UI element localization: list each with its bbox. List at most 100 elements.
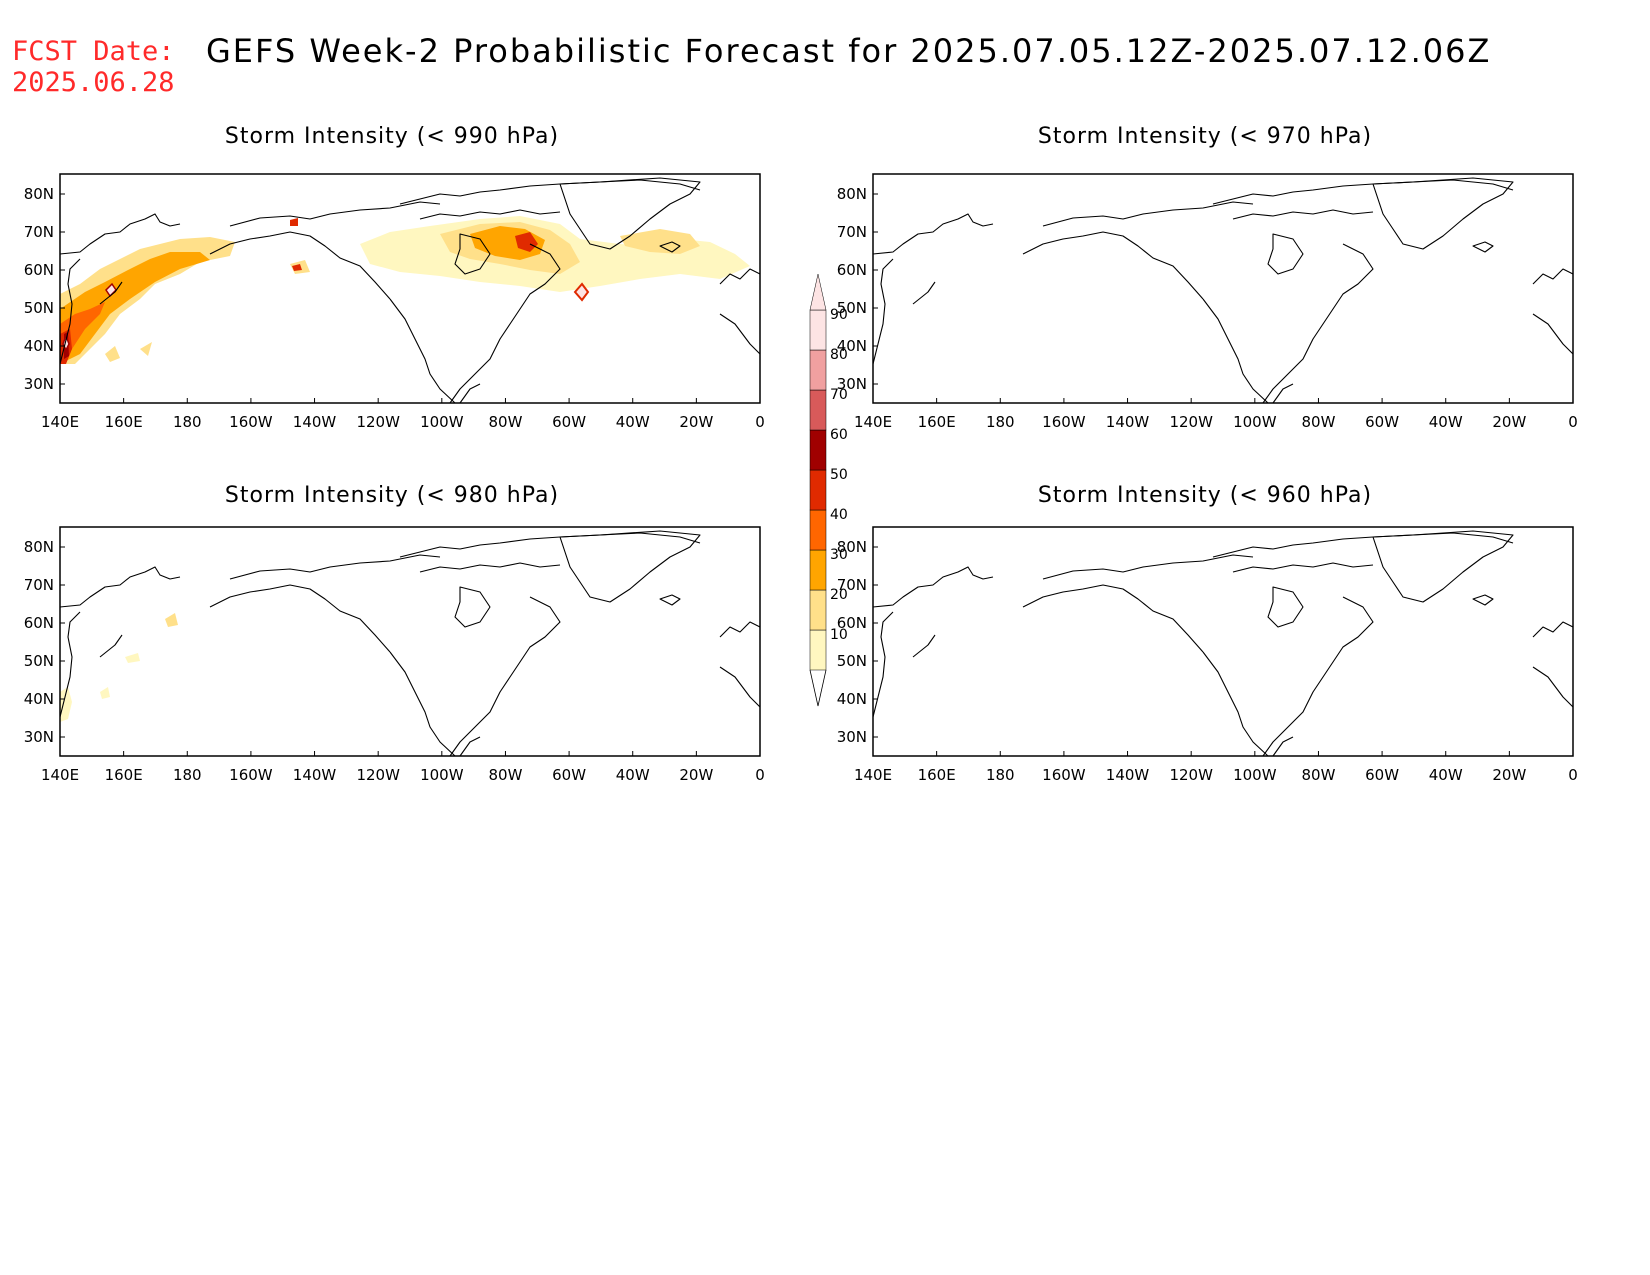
lon-tick-label: 80W bbox=[1301, 413, 1335, 431]
coastline bbox=[872, 530, 1574, 757]
lon-tick-label: 40W bbox=[616, 413, 650, 431]
coastline-segment bbox=[659, 594, 681, 606]
coastline-segment bbox=[399, 532, 701, 558]
panel-title-960: Storm Intensity (< 960 hPa) bbox=[1037, 483, 1373, 508]
lon-tick-label: 140W bbox=[293, 766, 337, 784]
colorbar: 10 20 30 40 50 60 70 80 90 bbox=[809, 273, 848, 707]
lon-tick-label: 60W bbox=[552, 766, 586, 784]
forecast-date-block: FCST Date: 2025.06.28 bbox=[12, 36, 175, 98]
lat-tick-label: 60N bbox=[837, 614, 867, 632]
lon-tick-label: 160E bbox=[918, 413, 956, 431]
coastline-segment bbox=[719, 666, 761, 708]
lon-tick-label: 60W bbox=[552, 413, 586, 431]
lat-tick-label: 30N bbox=[837, 375, 867, 393]
coastline-segment bbox=[419, 562, 561, 573]
lon-tick-label: 100W bbox=[420, 413, 464, 431]
colorbar-label: 50 bbox=[830, 467, 848, 483]
coastline-segment bbox=[59, 213, 181, 255]
colorbar-swatch bbox=[809, 389, 827, 431]
coastline-segment bbox=[419, 209, 561, 220]
coastline-segment bbox=[1202, 298, 1269, 404]
lat-tick-label: 50N bbox=[24, 652, 54, 670]
lon-tick-label: 120W bbox=[356, 413, 400, 431]
coastline-segment bbox=[719, 621, 761, 638]
coastline bbox=[872, 177, 1574, 404]
coastline-segment bbox=[229, 554, 441, 580]
lat-tick-label: 60N bbox=[24, 261, 54, 279]
lon-tick-label: 100W bbox=[1233, 413, 1277, 431]
coastline-segment bbox=[872, 258, 894, 365]
lon-tick-label: 140E bbox=[41, 413, 79, 431]
colorbar-swatch bbox=[809, 629, 827, 671]
lat-tick-label: 50N bbox=[24, 299, 54, 317]
map-frame bbox=[872, 526, 1574, 757]
lon-tick-label: 100W bbox=[1233, 766, 1277, 784]
lon-tick-label: 180 bbox=[173, 413, 202, 431]
coastline-segment bbox=[459, 383, 481, 404]
lat-tick-label: 80N bbox=[24, 185, 54, 203]
coastline-segment bbox=[209, 231, 391, 300]
coastline-segment bbox=[1532, 268, 1574, 285]
coastline-segment bbox=[1042, 201, 1254, 227]
coastline-segment bbox=[559, 530, 701, 603]
coastline-segment bbox=[1202, 651, 1269, 757]
lat-tick-label: 30N bbox=[24, 728, 54, 746]
forecast-date-label: FCST Date: bbox=[12, 36, 175, 67]
lon-tick-label: 180 bbox=[173, 766, 202, 784]
lon-tick-label: 20W bbox=[679, 766, 713, 784]
coastline-segment bbox=[719, 268, 761, 285]
colorbar-swatch bbox=[809, 589, 827, 631]
lat-tick-label: 30N bbox=[837, 728, 867, 746]
lon-tick-label: 160W bbox=[1042, 766, 1086, 784]
coastline-segment bbox=[1372, 177, 1514, 250]
coastline-segment bbox=[1472, 241, 1494, 253]
colorbar-label: 10 bbox=[830, 627, 848, 643]
coastline-segment bbox=[1232, 209, 1374, 220]
map-frame bbox=[59, 173, 761, 404]
colorbar-label: 40 bbox=[830, 507, 848, 523]
coastline-segment bbox=[454, 233, 491, 275]
lon-tick-label: 0 bbox=[1568, 766, 1578, 784]
colorbar-swatch bbox=[809, 509, 827, 551]
coastline-segment bbox=[1267, 586, 1304, 628]
lon-tick-label: 140E bbox=[854, 766, 892, 784]
lon-tick-label: 60W bbox=[1365, 766, 1399, 784]
lat-tick-label: 50N bbox=[837, 652, 867, 670]
lon-tick-label: 60W bbox=[1365, 413, 1399, 431]
lon-tick-label: 80W bbox=[488, 413, 522, 431]
lon-tick-label: 120W bbox=[1169, 766, 1213, 784]
coastline-segment bbox=[912, 281, 936, 305]
coastline bbox=[59, 530, 761, 757]
colorbar-label: 20 bbox=[830, 587, 848, 603]
probability-shading bbox=[60, 613, 178, 722]
coastline-segment bbox=[872, 611, 894, 718]
coastline-segment bbox=[1262, 596, 1374, 757]
lon-tick-label: 120W bbox=[1169, 413, 1213, 431]
panel-title-970: Storm Intensity (< 970 hPa) bbox=[1037, 124, 1373, 149]
lon-tick-label: 80W bbox=[1301, 766, 1335, 784]
lon-tick-label: 140W bbox=[293, 413, 337, 431]
lat-tick-label: 50N bbox=[837, 299, 867, 317]
coastline-segment bbox=[872, 566, 994, 608]
coastline-segment bbox=[719, 313, 761, 355]
coastline-segment bbox=[449, 596, 561, 757]
coastline-segment bbox=[99, 281, 123, 305]
lon-tick-label: 0 bbox=[1568, 413, 1578, 431]
coastline-segment bbox=[209, 584, 391, 653]
lon-tick-label: 0 bbox=[755, 413, 765, 431]
map-frame bbox=[872, 173, 1574, 404]
lon-tick-label: 120W bbox=[356, 766, 400, 784]
lon-tick-label: 160W bbox=[229, 766, 273, 784]
coastline-segment bbox=[389, 298, 456, 404]
colorbar-swatch bbox=[809, 349, 827, 391]
coastline-segment bbox=[459, 736, 481, 757]
colorbar-swatch bbox=[809, 549, 827, 591]
lon-tick-label: 20W bbox=[1492, 413, 1526, 431]
coastline-segment bbox=[1212, 179, 1514, 205]
colorbar-label: 90 bbox=[830, 307, 848, 323]
lat-tick-label: 70N bbox=[24, 576, 54, 594]
lat-tick-label: 60N bbox=[837, 261, 867, 279]
coastline-segment bbox=[454, 586, 491, 628]
lon-tick-label: 40W bbox=[1429, 766, 1463, 784]
forecast-date-value: 2025.06.28 bbox=[12, 67, 175, 98]
